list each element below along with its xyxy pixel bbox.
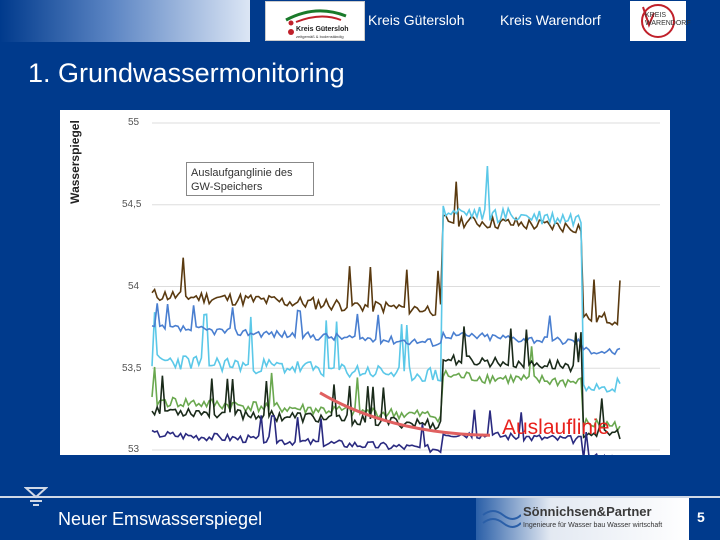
y-tick-label: 53,5 xyxy=(122,363,142,374)
soennichsen-partner-logo: Sönnichsen&Partner Ingenieure für Wasser… xyxy=(476,498,689,540)
sp-logo-subtitle: Ingenieure für Wasser bau Wasser wirtsch… xyxy=(523,522,663,529)
series-line xyxy=(151,181,621,326)
series-line xyxy=(151,409,614,455)
footer-divider xyxy=(0,496,720,498)
guetersloh-logo-subtext: zeitgemäß & bodenständig xyxy=(296,34,344,39)
warendorf-emblem-icon xyxy=(641,4,675,38)
header-gradient xyxy=(0,0,250,42)
chart-annotation-box: Auslaufganglinie des GW-Speichers xyxy=(186,162,314,196)
kreis-guetersloh-logo: Kreis Gütersloh zeitgemäß & bodenständig xyxy=(265,1,365,41)
warendorf-logo-line1: KREIS xyxy=(645,12,667,19)
y-tick-label: 54,5 xyxy=(122,199,142,210)
header-bar: Kreis Gütersloh zeitgemäß & bodenständig… xyxy=(0,0,720,42)
page-number: 5 xyxy=(697,509,705,525)
series-line xyxy=(151,326,621,440)
guetersloh-emblem-icon xyxy=(285,9,347,35)
region-warendorf-label: Kreis Warendorf xyxy=(500,12,601,28)
chart-annotation-auslauflinie: Auslauflinie xyxy=(502,416,610,439)
y-tick-label: 53 xyxy=(128,444,140,455)
region-guetersloh-label: Kreis Gütersloh xyxy=(368,12,465,28)
y-tick-label: 54 xyxy=(128,281,140,292)
series-line xyxy=(151,165,621,394)
wave-logo-icon xyxy=(482,510,521,528)
chart-plot-area xyxy=(151,122,660,455)
kreis-warendorf-logo: KREIS WARENDORF xyxy=(630,1,691,41)
sp-logo-name: Sönnichsen&Partner xyxy=(523,504,652,519)
footer-caption: Neuer Emswasserspiegel xyxy=(58,509,263,529)
guetersloh-logo-name: Kreis Gütersloh xyxy=(296,26,349,33)
series-line xyxy=(151,303,621,356)
decay-curve xyxy=(319,391,491,437)
warendorf-logo-line2: WARENDORF xyxy=(645,20,691,27)
groundwater-chart: Wasserspiegel 55 54,5 54 53,5 53 Auslauf… xyxy=(60,110,670,455)
slide-title: 1. Grundwassermonitoring xyxy=(28,58,345,88)
y-tick-label: 55 xyxy=(128,117,140,128)
water-level-icon xyxy=(24,487,48,506)
